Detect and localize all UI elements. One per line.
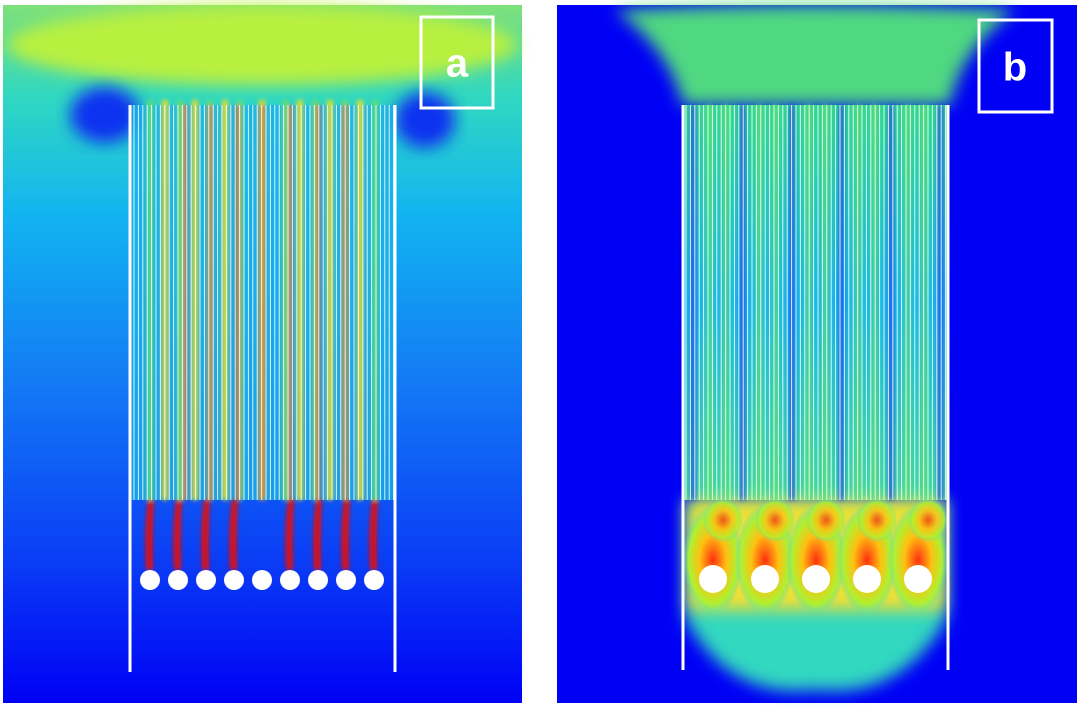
channel (177, 100, 183, 500)
jet (285, 500, 294, 570)
channel (312, 100, 318, 500)
channel (805, 105, 812, 500)
heater (751, 565, 779, 593)
heater (699, 565, 727, 593)
channel (357, 100, 363, 500)
channel (222, 100, 228, 500)
channel (372, 100, 378, 500)
panel-label: a (446, 42, 469, 86)
channel-hot (236, 105, 240, 500)
jet (341, 500, 350, 570)
channel (756, 105, 762, 500)
heater (196, 570, 216, 590)
channel-hot (288, 105, 292, 500)
channel-hot (316, 105, 320, 500)
channel (147, 100, 153, 500)
panel-b: b (557, 5, 1077, 703)
hot-spot (755, 498, 795, 542)
channel (706, 105, 713, 500)
heater (224, 570, 244, 590)
plume (7, 5, 517, 85)
heater (252, 570, 272, 590)
vortex (70, 87, 140, 143)
channel (192, 100, 198, 500)
channel (937, 105, 944, 500)
channel (690, 105, 696, 500)
channel-hot (208, 105, 212, 500)
panel-a: a (3, 5, 522, 703)
heater (308, 570, 328, 590)
heater (280, 570, 300, 590)
plume (615, 5, 1015, 105)
channel (838, 105, 845, 500)
jet (369, 500, 378, 570)
jet (229, 500, 238, 570)
jet (173, 500, 182, 570)
label-box (419, 15, 495, 110)
hot-spot (908, 498, 948, 542)
hot-spot (806, 498, 846, 542)
channel (297, 100, 303, 500)
jet (145, 500, 154, 570)
heater (364, 570, 384, 590)
panel-label: b (1003, 46, 1027, 90)
channel-hot (183, 105, 187, 500)
channel (888, 105, 894, 500)
channel (772, 105, 779, 500)
heater (140, 570, 160, 590)
heater (168, 570, 188, 590)
heater (853, 565, 881, 593)
channel (904, 105, 911, 500)
heater (904, 565, 932, 593)
jet (313, 500, 322, 570)
jet (201, 500, 210, 570)
vortex (395, 92, 455, 148)
channel (739, 105, 746, 500)
hot-spot (703, 498, 743, 542)
hot-spot (857, 498, 897, 542)
heater (802, 565, 830, 593)
channel (327, 100, 333, 500)
label-box (977, 18, 1054, 114)
channel (871, 105, 878, 500)
channel (822, 105, 828, 500)
heater (336, 570, 356, 590)
channel (282, 100, 288, 500)
